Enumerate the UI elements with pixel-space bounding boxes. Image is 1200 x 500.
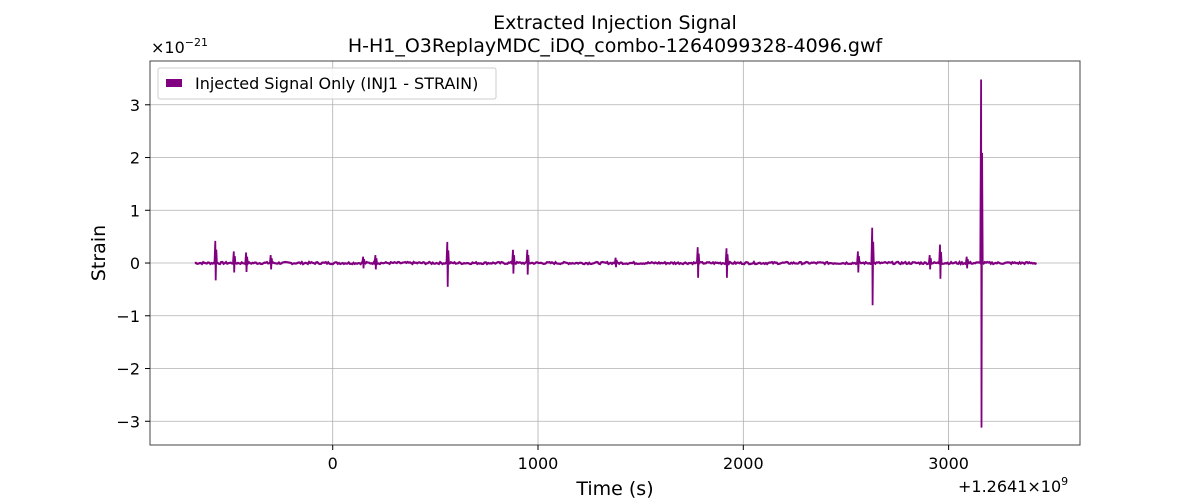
chart-subtitle: H-H1_O3ReplayMDC_iDQ_combo-1264099328-40… [348,35,884,57]
signal-burst [979,79,984,428]
legend: Injected Signal Only (INJ1 - STRAIN) [157,67,497,100]
y-scale-base: ×10 [151,38,185,57]
signal-burst [696,247,701,278]
x-tick-label: 1000 [518,454,559,473]
signal-burst [361,256,366,269]
y-tick-label: 3 [130,96,140,115]
signal-burst [928,255,933,270]
y-tick-label: 1 [130,201,140,220]
y-tick-label: −1 [116,307,140,326]
signal-burst [870,227,875,306]
x-tick-label: 0 [328,454,338,473]
signal-burst [213,240,218,281]
x-offset-exponent: 9 [1061,475,1068,488]
y-axis-label: Strain [88,225,110,281]
signal-burst [244,252,249,273]
x-axis: 0 1000 2000 3000 [328,445,969,473]
y-tick-label: 0 [130,254,140,273]
x-offset-base: +1.2641×10 [958,477,1061,496]
signal-burst [232,251,237,273]
series-plot [194,79,1038,428]
signal-burst [613,257,619,268]
x-tick-label: 2000 [723,454,764,473]
grid [150,61,1080,445]
signal-burst [445,241,450,287]
y-tick-label: −3 [116,412,140,431]
signal-burst [373,255,378,270]
signal-burst [525,249,530,275]
signal-burst [856,251,861,273]
signal-burst [724,248,729,278]
plot-frame [149,60,1081,446]
y-axis: 3 2 1 0 −1 −2 −3 [116,96,150,431]
x-offset-text: +1.2641×109 [958,475,1068,496]
y-scale-text: ×10−21 [151,36,208,57]
y-tick-label: −2 [116,360,140,379]
signal-burst [269,255,274,270]
legend-box [157,67,497,100]
chart-title: Extracted Injection Signal [493,12,737,34]
x-tick-label: 3000 [928,454,969,473]
y-tick-label: 2 [130,149,140,168]
signal-burst [511,249,516,274]
signal-burst [938,244,943,279]
y-scale-exponent: −21 [185,36,208,49]
x-axis-label: Time (s) [575,478,653,500]
signal-burst [965,256,970,269]
legend-label: Injected Signal Only (INJ1 - STRAIN) [195,74,478,93]
legend-swatch [166,79,182,87]
